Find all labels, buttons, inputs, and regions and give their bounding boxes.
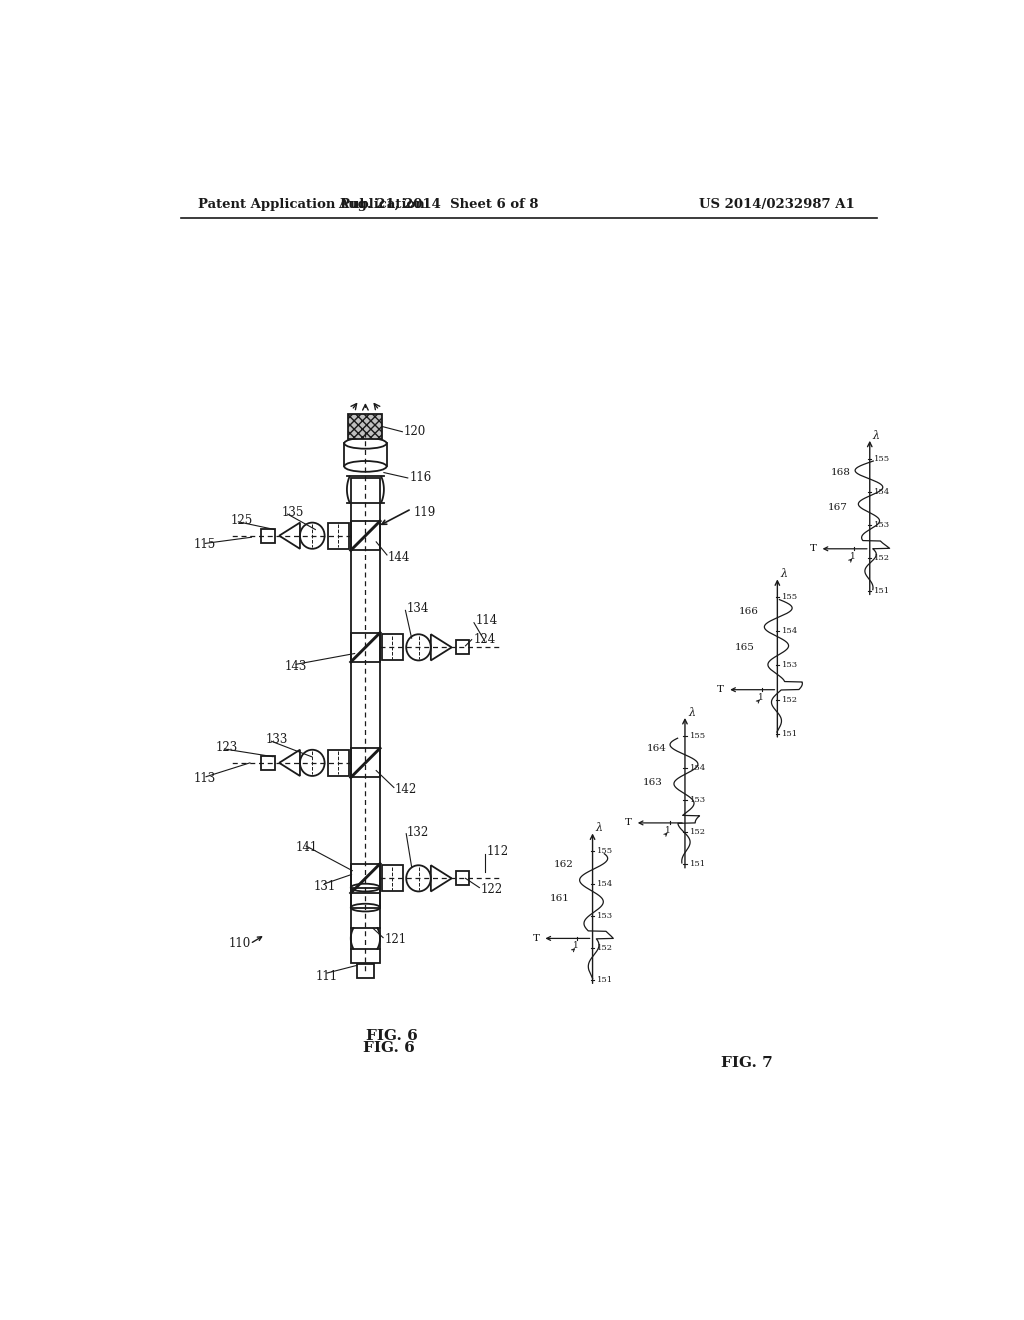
- Text: 165: 165: [735, 643, 755, 652]
- Text: 151: 151: [782, 730, 798, 738]
- Text: 166: 166: [739, 607, 759, 616]
- Bar: [351, 478, 380, 964]
- Text: 168: 168: [831, 469, 851, 477]
- Text: 125: 125: [230, 513, 253, 527]
- Text: 151: 151: [689, 861, 706, 869]
- Text: 1: 1: [572, 941, 579, 950]
- Bar: [351, 863, 380, 892]
- Text: 124: 124: [473, 634, 496, 647]
- Text: 154: 154: [874, 488, 891, 496]
- Bar: [261, 529, 275, 543]
- Text: 131: 131: [313, 879, 336, 892]
- Text: T: T: [810, 544, 816, 553]
- Text: 142: 142: [394, 783, 417, 796]
- Text: 152: 152: [689, 829, 706, 837]
- Bar: [351, 632, 380, 663]
- Text: 110: 110: [229, 937, 251, 950]
- Text: λ: λ: [688, 708, 695, 718]
- Text: 155: 155: [782, 593, 798, 602]
- Text: 162: 162: [554, 861, 573, 869]
- Text: 161: 161: [550, 894, 570, 903]
- Text: 153: 153: [874, 521, 891, 529]
- Bar: [456, 871, 469, 886]
- Text: 155: 155: [597, 847, 613, 855]
- Text: 153: 153: [689, 796, 706, 804]
- Text: 115: 115: [194, 539, 216, 552]
- Text: 144: 144: [388, 550, 411, 564]
- Text: 153: 153: [597, 912, 613, 920]
- Text: λ: λ: [872, 430, 880, 441]
- Text: 112: 112: [486, 845, 509, 858]
- Text: 151: 151: [874, 587, 891, 595]
- Text: 113: 113: [194, 772, 216, 785]
- Text: 133: 133: [265, 733, 288, 746]
- Text: 154: 154: [689, 764, 706, 772]
- Bar: [382, 866, 403, 891]
- Text: 111: 111: [315, 970, 338, 982]
- Text: 155: 155: [689, 731, 706, 741]
- Text: US 2014/0232987 A1: US 2014/0232987 A1: [698, 198, 854, 211]
- Text: 163: 163: [643, 779, 663, 787]
- Bar: [456, 640, 469, 655]
- Bar: [261, 756, 275, 770]
- Bar: [351, 748, 380, 777]
- Text: 151: 151: [597, 975, 613, 983]
- Text: 1: 1: [666, 826, 671, 836]
- Text: 154: 154: [597, 879, 613, 887]
- Text: 167: 167: [827, 503, 847, 512]
- Text: Aug. 21, 2014  Sheet 6 of 8: Aug. 21, 2014 Sheet 6 of 8: [338, 198, 539, 211]
- Bar: [328, 750, 349, 776]
- Text: 152: 152: [782, 696, 798, 704]
- Text: 114: 114: [475, 614, 498, 627]
- Text: 1: 1: [758, 693, 763, 702]
- Text: T: T: [717, 685, 724, 694]
- Text: 153: 153: [782, 661, 798, 669]
- Bar: [351, 887, 380, 908]
- Text: 134: 134: [407, 602, 429, 615]
- Text: 164: 164: [646, 744, 667, 754]
- Text: 119: 119: [414, 506, 436, 519]
- Text: Patent Application Publication: Patent Application Publication: [199, 198, 425, 211]
- Text: 121: 121: [385, 933, 407, 946]
- Text: λ: λ: [596, 824, 603, 833]
- Text: T: T: [625, 818, 632, 828]
- Text: 154: 154: [782, 627, 799, 635]
- Text: 152: 152: [874, 554, 891, 562]
- Text: 116: 116: [410, 471, 431, 484]
- Text: FIG. 6: FIG. 6: [362, 1040, 415, 1055]
- Bar: [351, 521, 380, 550]
- Text: 123: 123: [215, 741, 238, 754]
- Text: FIG. 6: FIG. 6: [367, 1030, 418, 1043]
- Text: 143: 143: [285, 660, 307, 673]
- Bar: [328, 523, 349, 549]
- Text: 155: 155: [874, 454, 891, 463]
- Text: 135: 135: [282, 506, 304, 519]
- Text: 120: 120: [403, 425, 426, 438]
- Text: 1: 1: [850, 552, 856, 561]
- Text: T: T: [532, 935, 540, 942]
- Bar: [382, 635, 403, 660]
- Text: 152: 152: [597, 944, 613, 952]
- Text: 132: 132: [407, 825, 428, 838]
- Text: 141: 141: [296, 841, 318, 854]
- Text: 122: 122: [481, 883, 503, 896]
- Text: λ: λ: [780, 569, 787, 579]
- Bar: [348, 414, 382, 438]
- Bar: [357, 964, 374, 978]
- Text: FIG. 7: FIG. 7: [721, 1056, 772, 1071]
